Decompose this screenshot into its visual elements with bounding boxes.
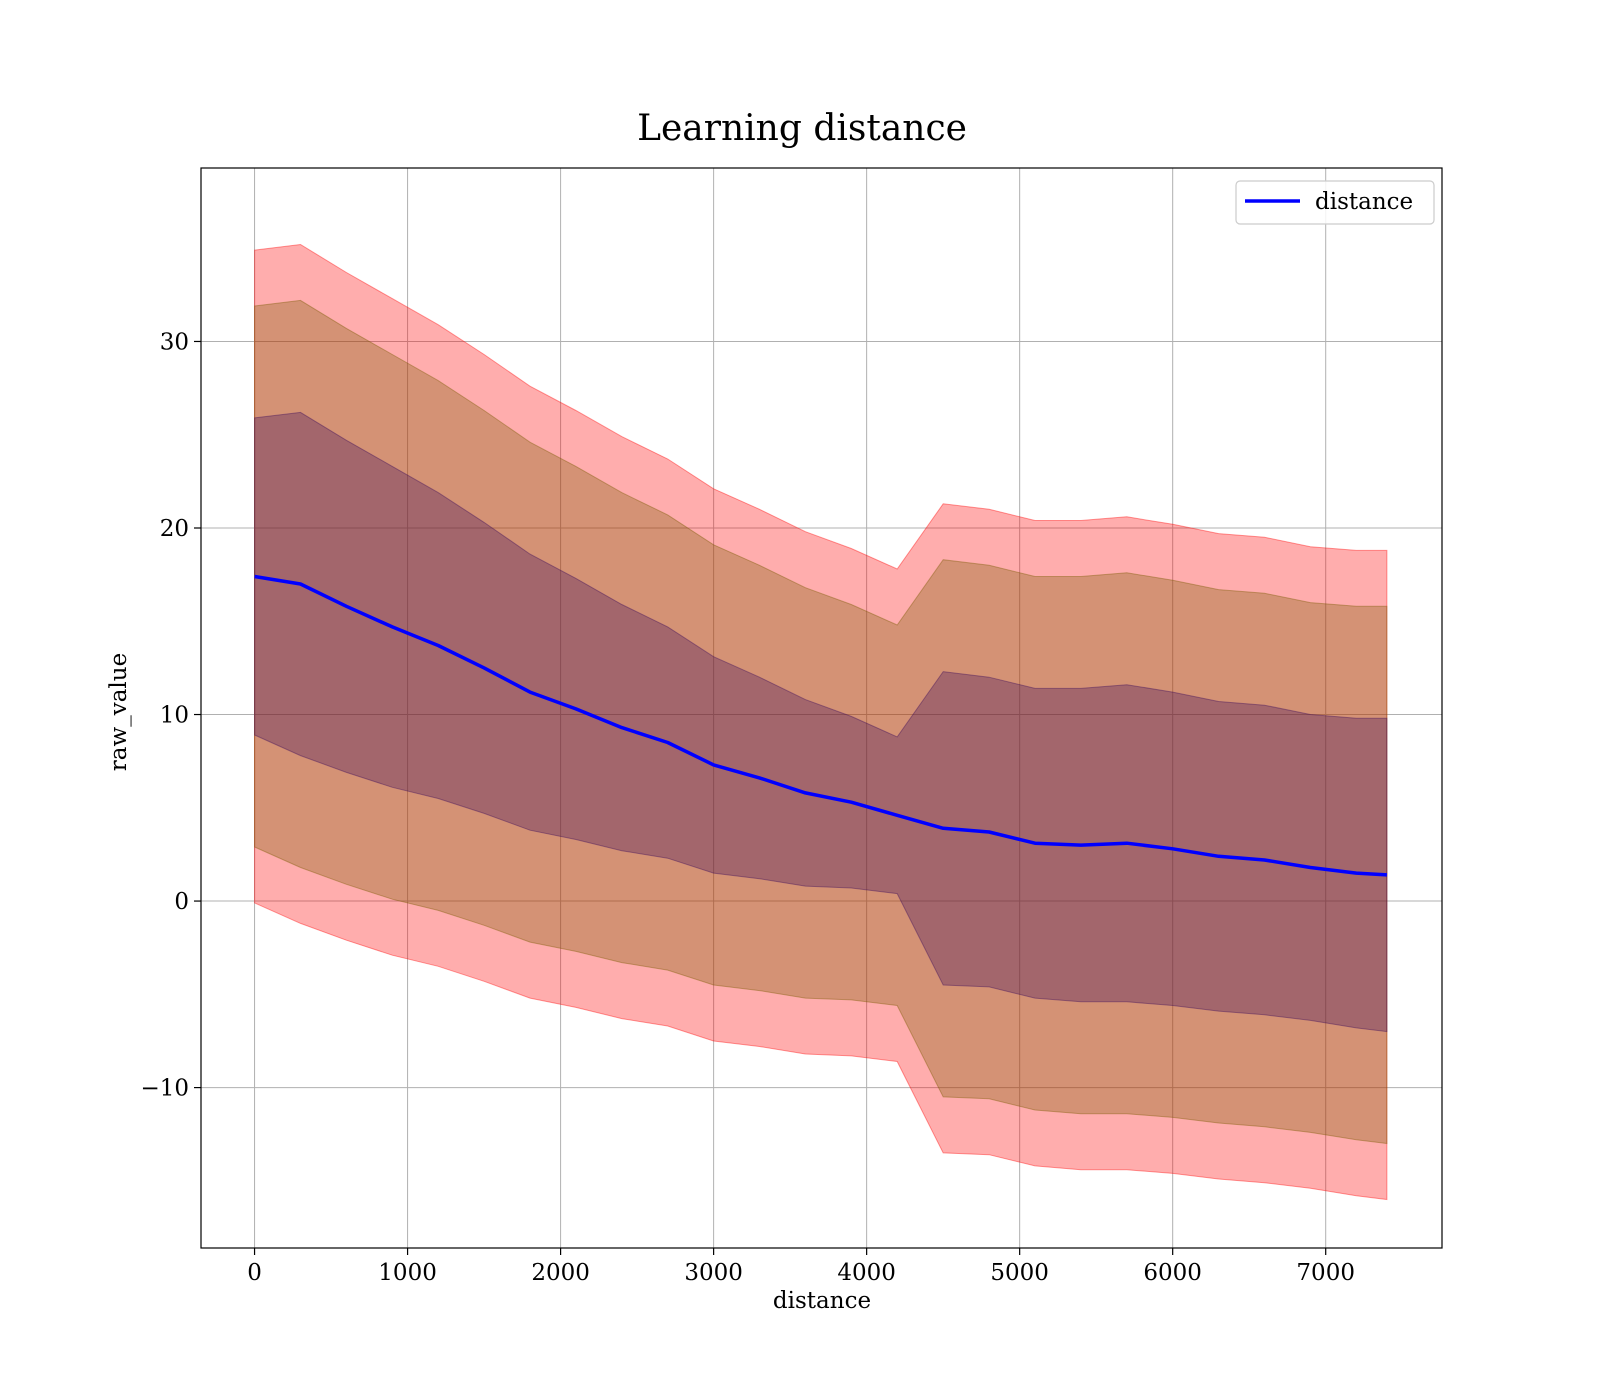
y-tick-label: 0 (174, 889, 189, 915)
series-lines (254, 574, 1388, 877)
x-tick-label: 1000 (378, 1260, 437, 1286)
x-tick-label: 7000 (1296, 1260, 1355, 1286)
y-tick-label: 20 (160, 516, 189, 542)
legend-label: distance (1315, 189, 1413, 215)
chart-title: Learning distance (637, 108, 967, 149)
y-tick-label: −10 (140, 1076, 189, 1102)
band-3-sigma (254, 243, 1388, 1201)
y-tick-label: 10 (160, 703, 189, 729)
x-tick-label: 4000 (837, 1260, 896, 1286)
series-line-distance (254, 574, 1388, 877)
x-axis-label: distance (773, 1288, 871, 1314)
x-tick-label: 3000 (684, 1260, 743, 1286)
y-tick-label: 30 (160, 329, 189, 355)
axes-frame (200, 167, 1443, 1249)
confidence-bands (254, 243, 1388, 1201)
y-axis-ticks: −10 0 10 20 30 (140, 329, 201, 1102)
legend: distance (1235, 180, 1435, 225)
y-axis-label: raw_value (106, 653, 132, 771)
axes-border (200, 167, 1443, 1249)
legend-box (1235, 180, 1435, 225)
band-2-sigma (254, 299, 1388, 1145)
band-1-sigma (254, 411, 1388, 1033)
x-axis-ticks: 0 1000 2000 3000 4000 5000 6000 7000 (247, 1248, 1355, 1286)
grid (201, 168, 1442, 1248)
x-tick-label: 2000 (531, 1260, 590, 1286)
x-tick-label: 0 (247, 1260, 262, 1286)
x-tick-label: 5000 (990, 1260, 1049, 1286)
x-tick-label: 6000 (1143, 1260, 1202, 1286)
